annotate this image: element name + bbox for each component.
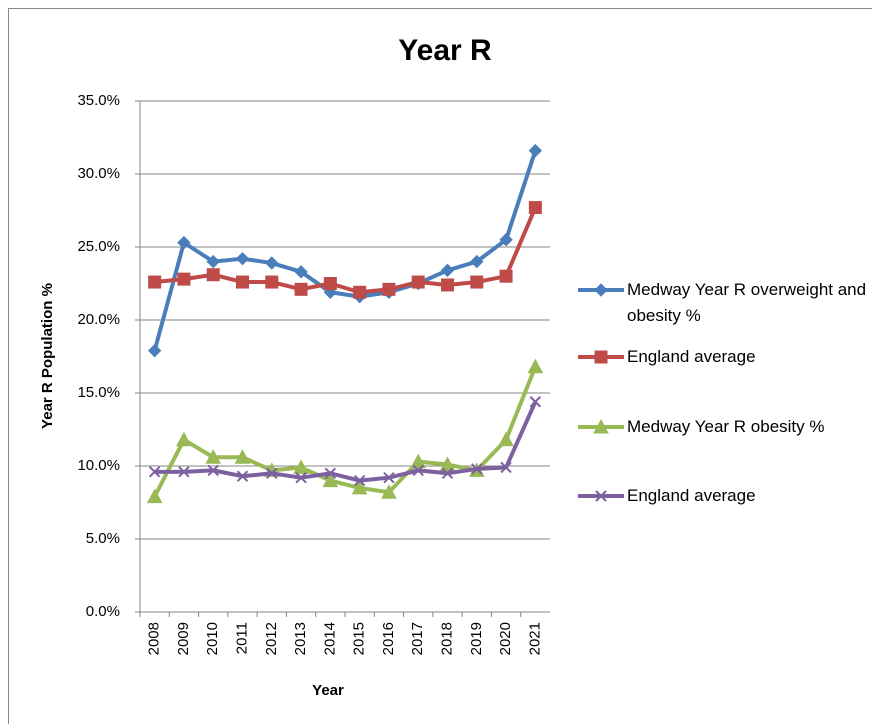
data-point (293, 459, 309, 474)
y-tick-label: 35.0% (77, 92, 120, 109)
data-point (441, 278, 454, 292)
data-point (382, 282, 396, 296)
data-point (412, 464, 424, 477)
data-point (470, 254, 484, 269)
legend-marker (593, 418, 609, 434)
data-point (500, 461, 512, 474)
data-point (529, 396, 542, 408)
data-point (440, 263, 455, 278)
legend-label: Medway Year R obesity % (627, 417, 825, 436)
data-point (235, 251, 250, 266)
x-tick-label: 2014 (321, 622, 338, 655)
x-tick-label: 2019 (468, 622, 485, 655)
data-point (266, 467, 278, 480)
data-point (528, 201, 542, 215)
data-point (322, 472, 339, 488)
y-tick-label: 25.0% (77, 238, 120, 255)
data-point (234, 449, 251, 464)
data-point (499, 232, 513, 247)
y-tick-label: 30.0% (77, 165, 120, 182)
data-point (324, 467, 337, 480)
data-point (236, 275, 249, 289)
data-point (353, 285, 367, 299)
y-tick-label: 0.0% (86, 603, 120, 620)
data-point (323, 277, 337, 290)
y-tick-label: 10.0% (77, 457, 120, 474)
data-point (265, 256, 279, 270)
data-point (177, 235, 191, 250)
x-tick-label: 2008 (146, 622, 163, 655)
data-point (499, 269, 513, 283)
data-point (470, 275, 484, 289)
y-tick-label: 20.0% (77, 311, 120, 328)
data-point (178, 466, 190, 478)
data-point (148, 275, 162, 289)
data-point (236, 470, 249, 482)
legend-marker (594, 350, 608, 364)
x-tick-label: 2011 (233, 622, 250, 654)
data-point (176, 431, 192, 447)
legend-marker (594, 283, 608, 297)
x-tick-label: 2012 (263, 622, 280, 655)
data-point (351, 479, 368, 495)
x-tick-label: 2016 (380, 622, 397, 655)
legend-marker (595, 490, 607, 502)
x-tick-label: 2021 (526, 622, 543, 655)
x-tick-label: 2017 (409, 622, 426, 655)
data-point (177, 272, 191, 286)
chart-border (8, 8, 872, 724)
data-point (205, 449, 222, 464)
data-point (294, 265, 308, 279)
data-point (147, 343, 162, 358)
data-point (294, 282, 308, 296)
data-point (206, 254, 220, 269)
data-point (498, 431, 514, 447)
x-axis-label: Year (312, 682, 344, 699)
legend-label: England average (627, 486, 756, 505)
data-point (206, 268, 220, 282)
legend-label: Medway Year R overweight and obesity % (627, 280, 867, 325)
x-tick-label: 2013 (292, 622, 309, 655)
data-point (148, 466, 161, 478)
y-axis-label: Year R Population % (39, 283, 56, 429)
data-point (207, 464, 219, 477)
x-tick-label: 2015 (351, 622, 368, 655)
data-point (410, 453, 427, 469)
data-point (411, 275, 425, 289)
data-point (383, 471, 395, 484)
x-tick-label: 2009 (175, 622, 192, 655)
data-point (528, 143, 543, 158)
chart-title: Year R (398, 34, 492, 67)
data-point (146, 488, 163, 504)
x-tick-label: 2010 (204, 622, 221, 655)
data-point (353, 474, 366, 487)
data-point (441, 467, 454, 480)
x-tick-label: 2020 (497, 622, 514, 655)
legend-label: England average (627, 347, 756, 366)
data-point (295, 471, 307, 484)
series-line (154, 400, 538, 483)
data-point (471, 463, 483, 475)
data-point (381, 484, 397, 499)
y-tick-label: 15.0% (77, 384, 120, 401)
x-tick-label: 2018 (438, 622, 455, 655)
y-tick-label: 5.0% (86, 530, 120, 547)
data-point (439, 456, 456, 472)
data-point (265, 275, 279, 289)
data-point (527, 358, 544, 374)
